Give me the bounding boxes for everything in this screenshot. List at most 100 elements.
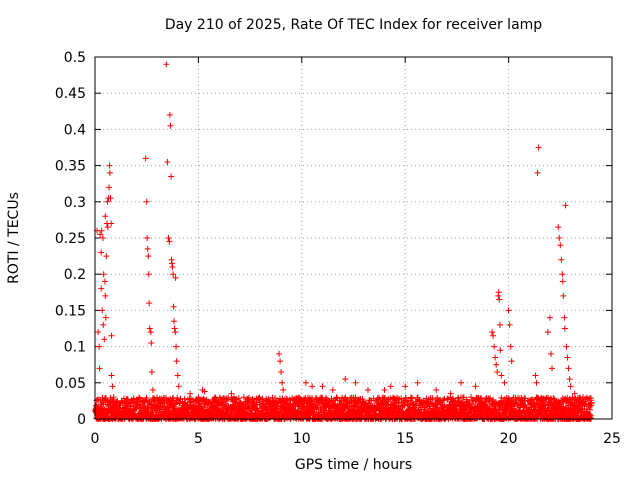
data-point — [106, 162, 113, 169]
data-point — [144, 245, 151, 252]
data-point — [108, 220, 115, 227]
data-point — [333, 394, 340, 401]
data-point — [148, 339, 155, 346]
data-point — [447, 390, 454, 397]
data-point — [175, 383, 182, 390]
grid-lines — [95, 57, 612, 419]
data-point — [145, 253, 152, 260]
data-point — [462, 406, 469, 413]
data-point — [98, 249, 105, 256]
data-point — [549, 365, 556, 372]
data-point — [498, 372, 505, 379]
data-point — [387, 383, 394, 390]
data-point — [586, 406, 593, 413]
data-point — [534, 169, 541, 176]
data-point — [238, 400, 245, 407]
data-point — [556, 235, 563, 241]
data-point — [577, 395, 584, 402]
data-point — [319, 383, 326, 390]
x-tick-label: 20 — [500, 431, 518, 447]
data-point — [133, 406, 140, 413]
data-point — [187, 390, 194, 397]
data-point — [170, 303, 177, 310]
data-point — [167, 122, 174, 129]
data-point — [172, 274, 179, 281]
data-point — [560, 292, 567, 299]
chart-title: Day 210 of 2025, Rate Of TEC Index for r… — [164, 17, 543, 33]
data-point — [211, 394, 218, 401]
data-point — [143, 198, 150, 205]
data-point — [170, 271, 177, 278]
data-point — [546, 314, 553, 321]
data-point — [99, 307, 106, 314]
data-point — [278, 368, 285, 375]
data-point — [472, 383, 479, 390]
data-point — [547, 350, 554, 357]
data-point — [228, 390, 235, 397]
data-point — [201, 388, 208, 395]
data-point — [381, 387, 388, 394]
data-point — [524, 398, 531, 405]
data-point — [555, 224, 562, 231]
data-point — [147, 329, 154, 336]
data-point — [145, 271, 152, 278]
data-point — [458, 379, 465, 386]
data-point — [168, 173, 175, 180]
data-point — [136, 404, 143, 411]
y-tick-label: 0.45 — [55, 86, 86, 102]
data-point — [302, 379, 309, 386]
data-point — [102, 314, 109, 321]
data-point — [99, 235, 106, 241]
x-tick-label: 10 — [293, 431, 311, 447]
y-tick-label: 0.35 — [55, 159, 86, 175]
data-point — [256, 401, 263, 408]
data-point — [240, 394, 247, 401]
data-point — [506, 321, 513, 328]
x-axis-ticks: 0 5 10 15 20 25 — [91, 57, 621, 447]
y-tick-label: 0.5 — [64, 50, 86, 66]
data-point — [224, 398, 231, 405]
data-point — [300, 395, 307, 402]
data-point — [280, 387, 287, 394]
data-point — [409, 395, 416, 402]
data-point — [402, 383, 409, 390]
data-point — [311, 403, 318, 410]
data-point — [514, 402, 521, 409]
data-point — [564, 354, 571, 361]
data-point — [561, 325, 568, 332]
data-point — [98, 285, 105, 292]
data-point — [558, 256, 565, 263]
data-point — [533, 379, 540, 386]
data-point — [102, 292, 109, 299]
data-point — [165, 235, 172, 241]
y-tick-label: 0.15 — [55, 303, 86, 319]
data-point — [277, 358, 284, 365]
data-point — [492, 354, 499, 361]
data-point — [102, 213, 109, 220]
data-point — [576, 405, 583, 412]
data-point — [531, 400, 538, 407]
data-point — [401, 402, 408, 409]
data-point — [243, 406, 250, 413]
data-point — [100, 271, 107, 278]
data-point — [173, 358, 180, 365]
data-point — [507, 343, 514, 350]
data-point — [103, 253, 110, 260]
x-tick-label: 15 — [396, 431, 414, 447]
data-point — [101, 336, 108, 343]
data-point — [174, 394, 181, 401]
data-point — [571, 390, 578, 397]
data-point — [148, 368, 155, 375]
data-point — [171, 325, 178, 332]
data-point — [101, 278, 108, 285]
data-point — [579, 399, 586, 406]
y-tick-label: 0.4 — [64, 122, 86, 138]
data-point — [342, 376, 349, 383]
data-point — [109, 383, 116, 390]
data-point — [506, 396, 513, 403]
data-point — [98, 227, 105, 234]
data-point — [174, 372, 181, 379]
data-point — [566, 376, 573, 383]
data-point — [494, 368, 501, 375]
